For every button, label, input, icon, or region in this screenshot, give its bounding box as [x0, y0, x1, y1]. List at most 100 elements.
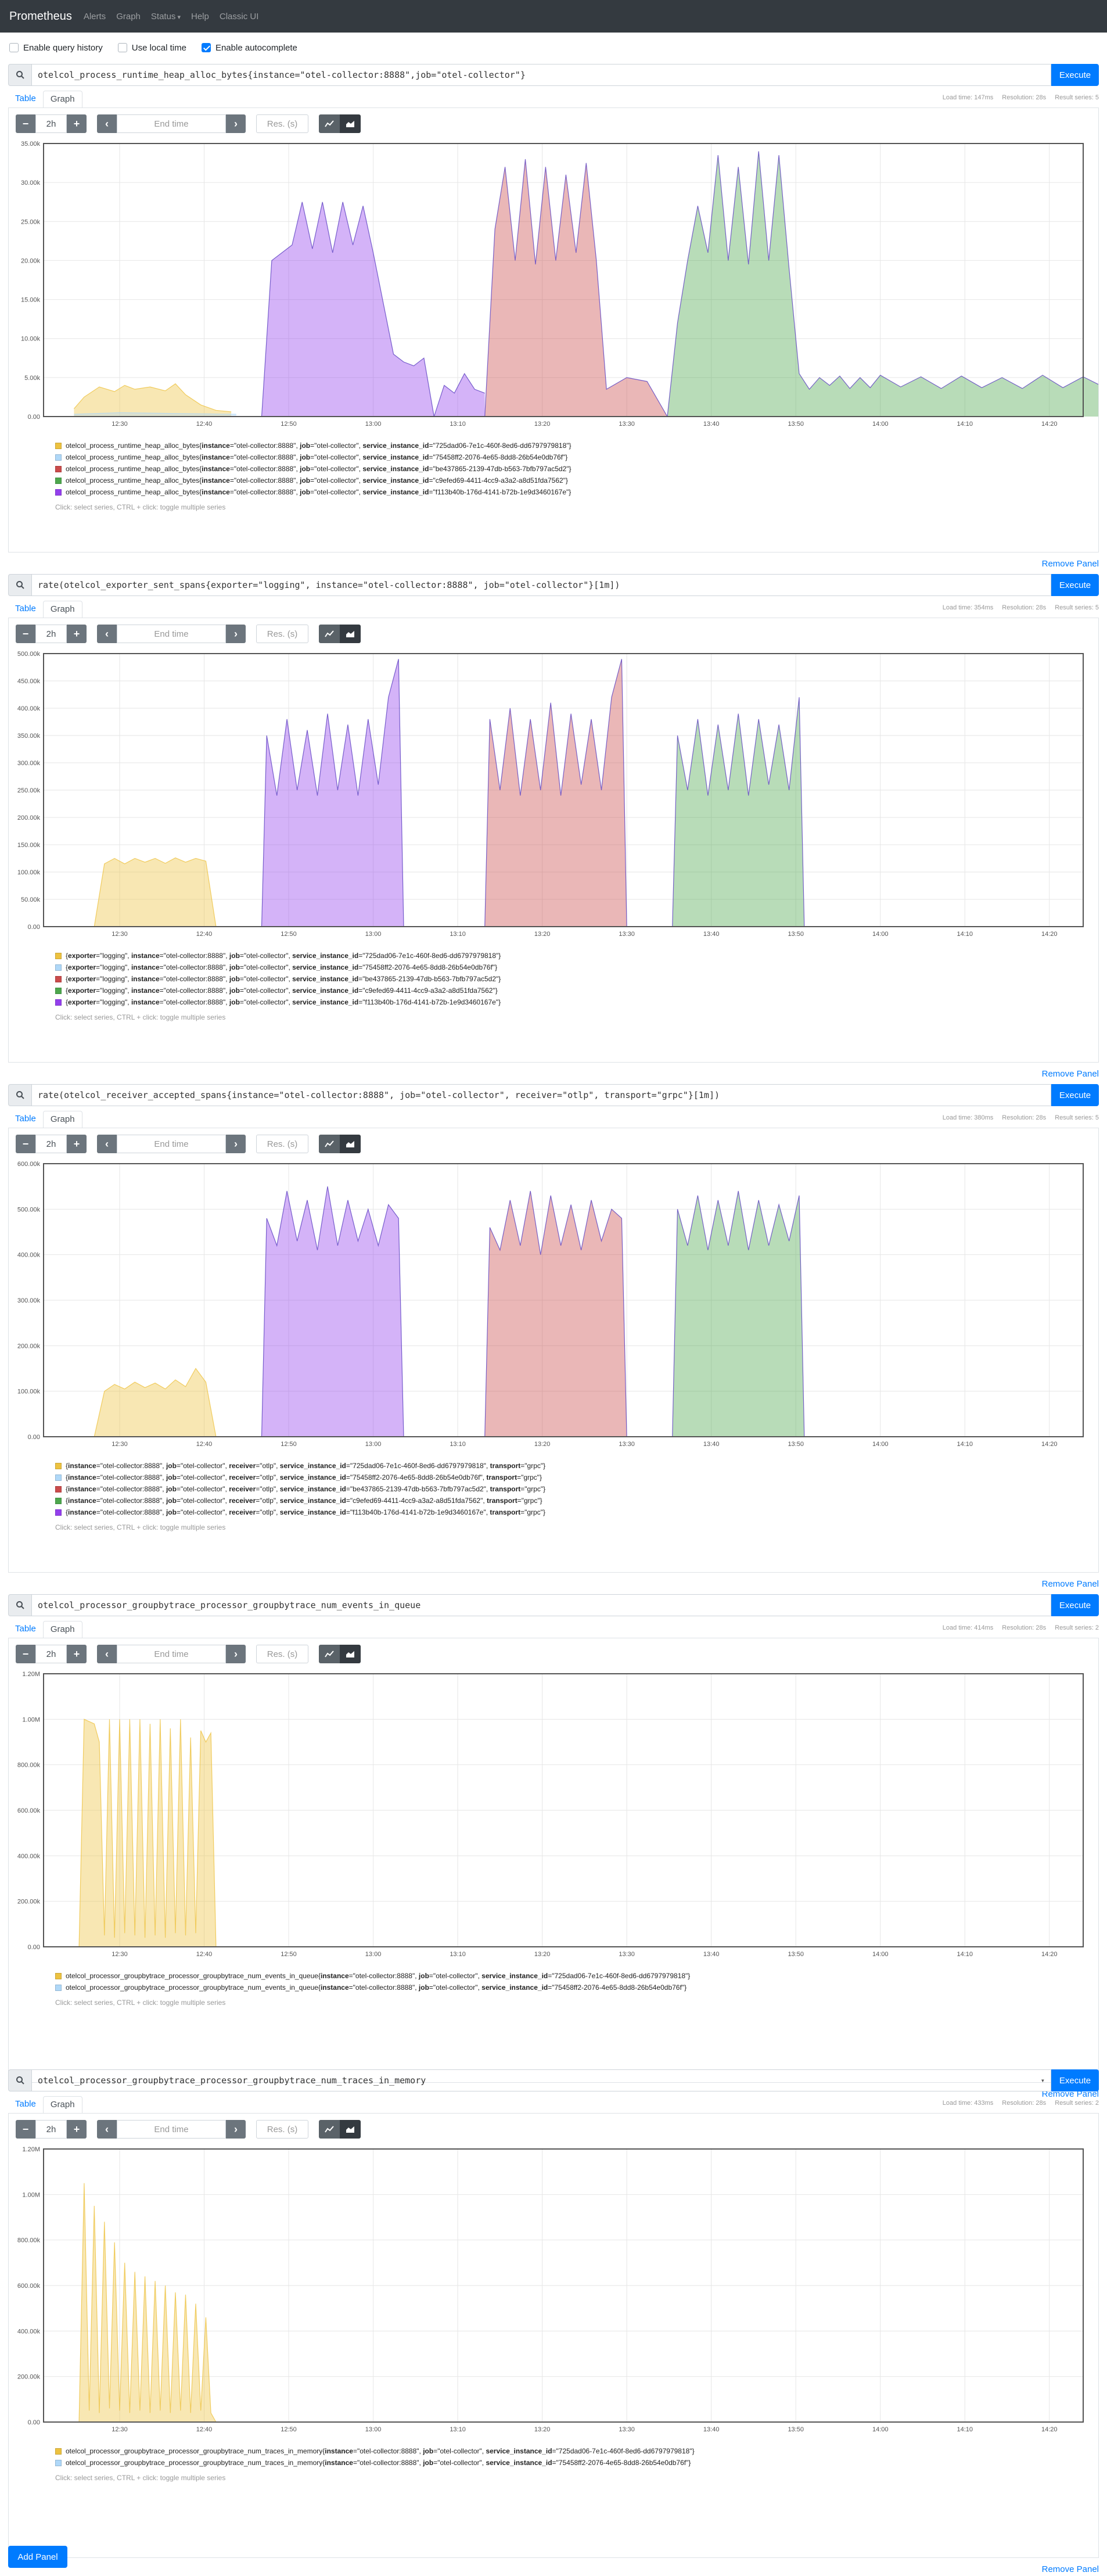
legend-item[interactable]: otelcol_processor_groupbytrace_processor… [55, 1970, 690, 1982]
stacked-chart-icon[interactable] [340, 2120, 361, 2139]
resolution-input[interactable]: Res. (s) [256, 1645, 308, 1663]
range-input[interactable]: 2h [35, 1135, 67, 1153]
end-time-input[interactable]: End time [117, 1135, 226, 1153]
range-increase-button[interactable]: + [67, 1645, 87, 1663]
resolution-input[interactable]: Res. (s) [256, 625, 308, 643]
end-time-forward-button[interactable]: › [226, 1645, 246, 1663]
end-time-back-button[interactable]: ‹ [97, 1135, 117, 1153]
nav-link-status-dropdown[interactable]: Status [151, 12, 181, 21]
tab-table[interactable]: Table [15, 604, 36, 613]
query-history-option[interactable]: Enable query history [9, 43, 103, 53]
autocomplete-option[interactable]: Enable autocomplete [201, 43, 297, 53]
legend-item[interactable]: {exporter="logging", instance="otel-coll… [55, 950, 501, 961]
local-time-checkbox[interactable] [117, 43, 127, 52]
expression-input[interactable]: otelcol_processor_groupbytrace_processor… [31, 2069, 1051, 2091]
legend-item[interactable]: {instance="otel-collector:8888", job="ot… [55, 1460, 545, 1472]
graph-chart[interactable]: 1.20M 1.00M 800.00k 600.00k 400.00k 200.00k 0.… [9, 2144, 1098, 2441]
resolution-input[interactable]: Res. (s) [256, 2120, 308, 2139]
end-time-input[interactable]: End time [117, 2120, 226, 2139]
end-time-forward-button[interactable]: › [226, 625, 246, 643]
legend-item[interactable]: {instance="otel-collector:8888", job="ot… [55, 1472, 545, 1483]
range-decrease-button[interactable]: − [16, 1135, 35, 1153]
tab-table[interactable]: Table [15, 1624, 36, 1634]
expression-input[interactable]: otelcol_process_runtime_heap_alloc_bytes… [31, 64, 1051, 86]
resolution-input[interactable]: Res. (s) [256, 114, 308, 133]
legend-item[interactable]: {instance="otel-collector:8888", job="ot… [55, 1495, 545, 1506]
remove-panel-button[interactable]: Remove Panel [1041, 559, 1099, 569]
local-time-option[interactable]: Use local time [117, 43, 186, 53]
execute-button[interactable]: Execute [1051, 2069, 1099, 2091]
end-time-forward-button[interactable]: › [226, 2120, 246, 2139]
graph-chart[interactable]: 500.00k 450.00k 400.00k 350.00k 300.00k 250.0… [9, 649, 1098, 945]
legend-item[interactable]: otelcol_process_runtime_heap_alloc_bytes… [55, 463, 572, 475]
stacked-chart-icon[interactable] [340, 625, 361, 643]
legend-item[interactable]: otelcol_process_runtime_heap_alloc_bytes… [55, 475, 572, 486]
brand-logo[interactable]: Prometheus [9, 9, 72, 23]
end-time-input[interactable]: End time [117, 1645, 226, 1663]
tab-table[interactable]: Table [15, 2099, 36, 2109]
tab-graph[interactable]: Graph [42, 1621, 82, 1638]
end-time-back-button[interactable]: ‹ [97, 114, 117, 133]
execute-button[interactable]: Execute [1051, 1084, 1099, 1106]
end-time-back-button[interactable]: ‹ [97, 625, 117, 643]
end-time-input[interactable]: End time [117, 625, 226, 643]
range-increase-button[interactable]: + [67, 114, 87, 133]
legend-item[interactable]: otelcol_process_runtime_heap_alloc_bytes… [55, 486, 572, 498]
query-history-checkbox[interactable] [9, 43, 19, 52]
legend-item[interactable]: {exporter="logging", instance="otel-coll… [55, 973, 501, 985]
graph-chart[interactable]: 35.00k 30.00k 25.00k 20.00k 15.00k 10.00k 5.00… [9, 139, 1098, 435]
range-input[interactable]: 2h [35, 1645, 67, 1663]
end-time-back-button[interactable]: ‹ [97, 1645, 117, 1663]
legend-item[interactable]: otelcol_processor_groupbytrace_processor… [55, 1982, 690, 1993]
end-time-input[interactable]: End time [117, 114, 226, 133]
remove-panel-button[interactable]: Remove Panel [1041, 1069, 1099, 1079]
nav-link-help[interactable]: Help [191, 11, 209, 21]
graph-chart[interactable]: 1.20M 1.00M 800.00k 600.00k 400.00k 200.00k 0.… [9, 1669, 1098, 1965]
expression-input[interactable]: otelcol_processor_groupbytrace_processor… [31, 1594, 1051, 1616]
stacked-chart-icon[interactable] [340, 114, 361, 133]
stacked-chart-icon[interactable] [340, 1135, 361, 1153]
range-input[interactable]: 2h [35, 114, 67, 133]
range-decrease-button[interactable]: − [16, 1645, 35, 1663]
execute-button[interactable]: Execute [1051, 1594, 1099, 1616]
execute-button[interactable]: Execute [1051, 574, 1099, 596]
tab-graph[interactable]: Graph [42, 601, 82, 618]
tab-table[interactable]: Table [15, 94, 36, 103]
line-chart-icon[interactable] [319, 2120, 340, 2139]
resolution-input[interactable]: Res. (s) [256, 1135, 308, 1153]
tab-graph[interactable]: Graph [42, 2096, 82, 2114]
legend-item[interactable]: {exporter="logging", instance="otel-coll… [55, 985, 501, 996]
autocomplete-checkbox[interactable] [201, 43, 211, 52]
legend-item[interactable]: {instance="otel-collector:8888", job="ot… [55, 1483, 545, 1495]
line-chart-icon[interactable] [319, 1645, 340, 1663]
legend-item[interactable]: otelcol_process_runtime_heap_alloc_bytes… [55, 451, 572, 463]
range-decrease-button[interactable]: − [16, 2120, 35, 2139]
expression-input[interactable]: rate(otelcol_receiver_accepted_spans{ins… [31, 1084, 1051, 1106]
remove-panel-button[interactable]: Remove Panel [1041, 1579, 1099, 1589]
end-time-back-button[interactable]: ‹ [97, 2120, 117, 2139]
line-chart-icon[interactable] [319, 625, 340, 643]
end-time-forward-button[interactable]: › [226, 1135, 246, 1153]
legend-item[interactable]: otelcol_processor_groupbytrace_processor… [55, 2457, 695, 2469]
remove-panel-button[interactable]: Remove Panel [1041, 2564, 1099, 2574]
range-decrease-button[interactable]: − [16, 114, 35, 133]
expression-input[interactable]: rate(otelcol_exporter_sent_spans{exporte… [31, 574, 1051, 596]
execute-button[interactable]: Execute [1051, 64, 1099, 86]
nav-link-graph[interactable]: Graph [116, 11, 141, 21]
range-increase-button[interactable]: + [67, 2120, 87, 2139]
nav-link-classic-ui[interactable]: Classic UI [219, 11, 259, 21]
range-input[interactable]: 2h [35, 2120, 67, 2139]
graph-chart[interactable]: 600.00k 500.00k 400.00k 300.00k 200.00k 100.0… [9, 1159, 1098, 1455]
add-panel-button[interactable]: Add Panel [8, 2546, 67, 2568]
tab-graph[interactable]: Graph [42, 1111, 82, 1128]
range-increase-button[interactable]: + [67, 625, 87, 643]
legend-item[interactable]: {exporter="logging", instance="otel-coll… [55, 961, 501, 973]
stacked-chart-icon[interactable] [340, 1645, 361, 1663]
range-input[interactable]: 2h [35, 625, 67, 643]
remove-panel-button[interactable]: Remove Panel [1041, 2089, 1099, 2099]
tab-graph[interactable]: Graph [42, 91, 82, 108]
legend-item[interactable]: {instance="otel-collector:8888", job="ot… [55, 1506, 545, 1518]
end-time-forward-button[interactable]: › [226, 114, 246, 133]
nav-link-alerts[interactable]: Alerts [83, 11, 106, 21]
expression-dropdown-icon[interactable]: ▾ [1040, 2076, 1045, 2085]
